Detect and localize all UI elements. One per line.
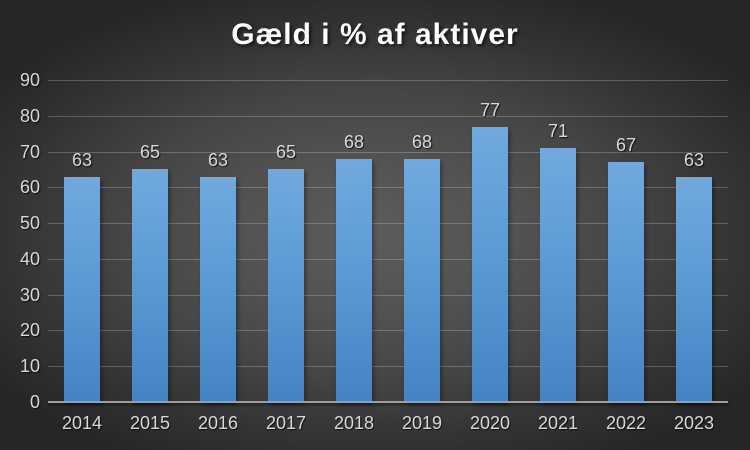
bar-value-label: 68	[343, 131, 365, 152]
bar-value-label: 63	[683, 149, 705, 170]
y-axis-tick-label: 60	[19, 177, 40, 198]
bar-value-label: 68	[411, 131, 433, 152]
y-axis-tick-label: 10	[19, 356, 40, 377]
gridline	[48, 151, 728, 153]
bar-value-label: 77	[479, 99, 501, 120]
bar-value-label: 63	[207, 149, 229, 170]
bar	[132, 169, 168, 402]
x-axis-tick-label: 2015	[129, 413, 171, 433]
bar	[64, 176, 100, 402]
y-axis-tick-label: 50	[19, 213, 40, 234]
bar-value-label: 67	[615, 135, 637, 156]
gridline	[48, 223, 728, 225]
bar	[472, 126, 508, 402]
bar-value-label: 65	[275, 142, 297, 163]
y-axis-tick-label: 20	[19, 320, 40, 341]
y-axis-tick-label: 40	[19, 248, 40, 269]
x-axis-tick-label: 2014	[61, 413, 103, 433]
bar	[540, 147, 576, 402]
x-axis-tick-label: 2022	[605, 413, 647, 433]
x-axis-line	[48, 401, 728, 403]
chart-title: Gæld i % af aktiver	[231, 18, 519, 51]
gridline	[48, 258, 728, 260]
gridline	[48, 187, 728, 189]
x-axis-tick-label: 2016	[197, 413, 239, 433]
bar-value-label: 63	[71, 149, 93, 170]
gridline	[48, 366, 728, 368]
x-axis-tick-label: 2021	[537, 413, 579, 433]
y-axis-tick-label: 90	[19, 70, 40, 90]
bar	[404, 158, 440, 402]
bar	[200, 176, 236, 402]
x-axis-tick-label: 2018	[333, 413, 375, 433]
bar	[676, 176, 712, 402]
x-axis-tick-label: 2020	[469, 413, 511, 433]
y-axis-tick-label: 80	[19, 105, 40, 126]
bar	[336, 158, 372, 402]
x-axis-tick-label: 2017	[265, 413, 307, 433]
x-axis-tick-label: 2019	[401, 413, 443, 433]
gridline	[48, 80, 728, 81]
bar	[268, 169, 304, 402]
bar-value-label: 65	[139, 142, 161, 163]
y-axis-tick-label: 0	[29, 392, 40, 412]
gridline	[48, 294, 728, 296]
bar	[608, 162, 644, 402]
bar-value-label: 71	[547, 120, 569, 141]
gridline	[48, 115, 728, 117]
x-axis-tick-label: 2023	[673, 413, 715, 433]
gridline	[48, 330, 728, 332]
y-axis-tick-label: 70	[19, 141, 40, 162]
y-axis-tick-label: 30	[19, 284, 40, 305]
